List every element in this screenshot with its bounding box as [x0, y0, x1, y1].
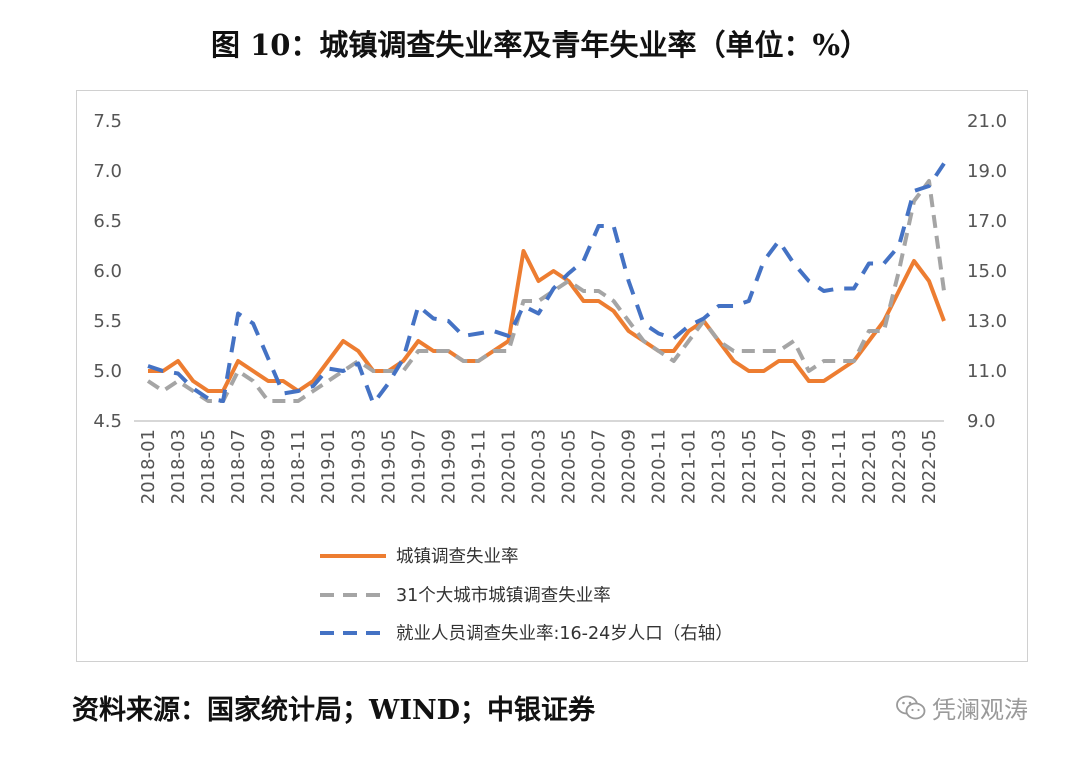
x-tick-label: 2019-05 [378, 429, 399, 504]
source-note: 资料来源：国家统计局；WIND；中银证券 [72, 695, 596, 726]
x-tick-label: 2020-03 [528, 429, 549, 504]
x-tick-label: 2018-11 [288, 429, 309, 504]
x-tick-label: 2022-05 [919, 429, 940, 504]
legend-label-2: 31个大城市城镇调查失业率 [396, 586, 611, 606]
legend-label-3: 就业人员调查失业率:16-24岁人口（右轴） [396, 624, 733, 644]
y-left-tick-label: 6.0 [93, 261, 122, 282]
y-left-tick-label: 5.5 [93, 311, 122, 332]
y-left-tick-label: 7.5 [93, 111, 122, 132]
x-tick-label: 2020-05 [559, 429, 580, 504]
y-right-tick-label: 13.0 [967, 311, 1007, 332]
y-right-tick-label: 11.0 [967, 361, 1007, 382]
x-tick-label: 2018-03 [168, 429, 189, 504]
x-tick-label: 2022-01 [859, 429, 880, 504]
x-tick-label: 2022-03 [889, 429, 910, 504]
x-tick-label: 2019-03 [348, 429, 369, 504]
legend-label-1: 城镇调查失业率 [396, 547, 519, 567]
x-tick-label: 2021-09 [799, 429, 820, 504]
series-line-1 [148, 249, 946, 393]
x-tick-label: 2021-07 [769, 429, 790, 504]
x-tick-label: 2018-01 [138, 429, 159, 504]
y-right-tick-label: 9.0 [967, 411, 996, 432]
x-tick-label: 2020-09 [619, 429, 640, 504]
x-tick-label: 2021-05 [739, 429, 760, 504]
x-tick-label: 2019-07 [408, 429, 429, 504]
x-tick-label: 2021-11 [829, 429, 850, 504]
y-right-tick-label: 19.0 [967, 161, 1007, 182]
x-tick-label: 2019-01 [318, 429, 339, 504]
watermark: 凭澜观涛 [896, 690, 1028, 725]
watermark-text: 凭澜观涛 [932, 696, 1028, 724]
x-tick-label: 2020-07 [589, 429, 610, 504]
x-tick-label: 2021-03 [709, 429, 730, 504]
series-line-2 [146, 179, 946, 403]
y-right-tick-label: 17.0 [967, 211, 1007, 232]
chart-frame [76, 90, 1028, 662]
y-left-tick-label: 4.5 [93, 411, 122, 432]
y-left-tick-label: 6.5 [93, 211, 122, 232]
y-left-tick-label: 5.0 [93, 361, 122, 382]
x-tick-label: 2020-01 [498, 429, 519, 504]
chart-title: 图 10：城镇调查失业率及青年失业率（单位：%） [210, 28, 869, 62]
x-tick-label: 2018-09 [258, 429, 279, 504]
x-tick-label: 2018-07 [228, 429, 249, 504]
x-tick-label: 2019-09 [438, 429, 459, 504]
x-tick-label: 2019-11 [468, 429, 489, 504]
x-tick-label: 2018-05 [198, 429, 219, 504]
y-right-tick-label: 15.0 [967, 261, 1007, 282]
series-line-3 [147, 162, 946, 406]
wechat-icon [896, 695, 926, 719]
y-left-tick-label: 7.0 [93, 161, 122, 182]
y-right-tick-label: 21.0 [967, 111, 1007, 132]
x-tick-label: 2021-01 [679, 429, 700, 504]
x-tick-label: 2020-11 [649, 429, 670, 504]
